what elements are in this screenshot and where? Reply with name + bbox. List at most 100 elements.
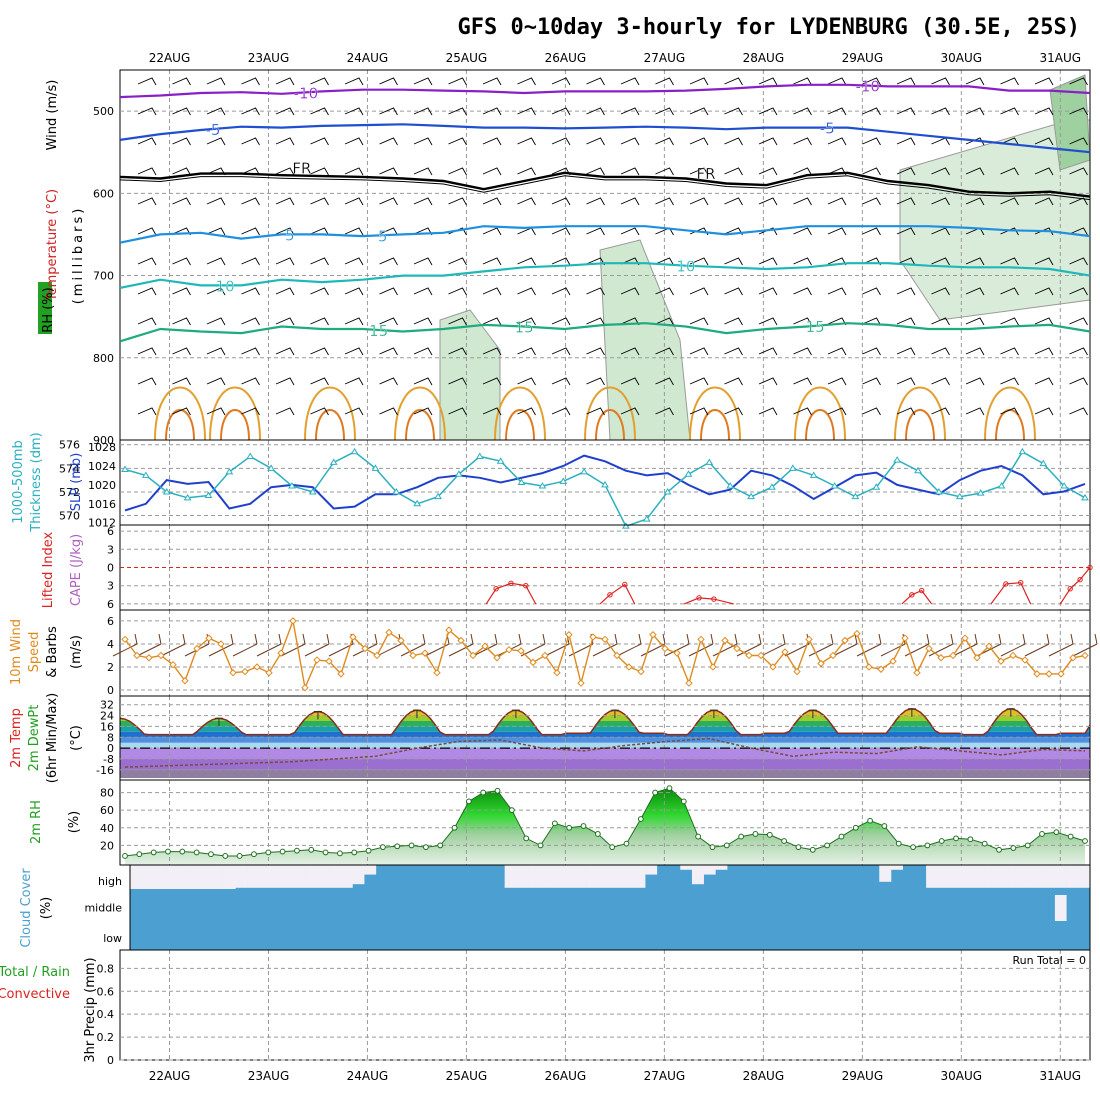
rh-point xyxy=(895,840,902,847)
wind-barb xyxy=(862,197,881,206)
rh-point xyxy=(480,789,487,796)
wind-barb xyxy=(517,347,536,356)
wind10-barb xyxy=(952,633,978,657)
wind-barb xyxy=(758,347,778,356)
wind-barb xyxy=(724,287,743,296)
wind10-point xyxy=(553,669,561,677)
rh-point xyxy=(494,787,501,794)
wind-barb xyxy=(482,167,502,176)
temperature-contour-20 xyxy=(584,386,636,441)
pressure-tick-label: 600 xyxy=(93,187,114,200)
thickness-point xyxy=(1060,482,1069,489)
wind-barb xyxy=(655,137,674,146)
thickness-point xyxy=(183,493,192,501)
wind10-barb xyxy=(304,633,330,657)
cloud-high-gap xyxy=(563,865,576,888)
wind-barb xyxy=(965,137,985,146)
wind-barb xyxy=(1000,107,1019,116)
rh-point xyxy=(236,853,243,859)
cloud-high-gap xyxy=(996,865,1009,888)
wind-barb xyxy=(1034,287,1054,296)
top-date-label: 25AUG xyxy=(446,51,488,65)
lifted-tick-label: 0 xyxy=(107,562,114,575)
wind-barb xyxy=(172,107,191,116)
wind-barb xyxy=(310,137,329,146)
upper-millibars-label: (millibars) xyxy=(71,206,86,305)
wind-barb xyxy=(379,377,398,386)
lifted-index-point xyxy=(696,595,702,601)
temperature-contour-25 xyxy=(995,409,1025,441)
wind-barb xyxy=(379,227,398,236)
wind-barb xyxy=(1069,227,1088,236)
wind-barb xyxy=(965,317,985,326)
wind10-point xyxy=(517,647,525,655)
lifted-index-point xyxy=(919,587,925,594)
wind10-barb xyxy=(280,633,306,657)
isotherm-label: 10 xyxy=(676,258,695,276)
wind-barb xyxy=(896,167,916,176)
cloud-high-gap xyxy=(235,865,248,888)
top-date-label: 22AUG xyxy=(149,51,191,65)
wind-barb xyxy=(689,77,709,86)
wind10-point xyxy=(781,648,789,656)
wind-barb xyxy=(931,257,950,266)
wind10-label-2: Speed xyxy=(27,632,42,673)
temperature-contour-25 xyxy=(315,409,345,441)
cloud-high-gap xyxy=(937,865,950,888)
wind-barb xyxy=(620,137,640,146)
wind-barb xyxy=(310,197,329,206)
wind10-point xyxy=(301,683,309,692)
cloud-high-gap xyxy=(340,865,353,888)
thickness-point xyxy=(455,470,463,477)
wind-barb xyxy=(620,77,640,86)
wind-barb xyxy=(586,407,605,416)
wind-barb xyxy=(206,317,226,326)
wind-barb xyxy=(517,137,536,146)
wind-barb xyxy=(137,377,157,386)
wind-barb xyxy=(517,287,536,296)
wind-barb xyxy=(517,107,536,116)
lifted-tick-label: 3 xyxy=(107,543,114,556)
wind-barb xyxy=(137,197,157,206)
wind-barb xyxy=(344,197,364,206)
wind-barb xyxy=(1000,347,1019,356)
wind-barb xyxy=(517,227,536,236)
wind-barb xyxy=(965,347,985,356)
wind-barb xyxy=(827,137,847,146)
cloud-high-gap xyxy=(176,865,189,889)
wind10-point xyxy=(217,640,225,648)
isotherm-label: FR xyxy=(292,160,311,178)
wind-barb xyxy=(344,107,364,116)
wind-tick-label: 6 xyxy=(107,615,114,628)
wind-barb xyxy=(137,407,157,416)
wind10-point xyxy=(121,635,129,644)
wind-barb xyxy=(482,77,502,86)
wind-barb xyxy=(793,407,812,416)
isotherm-label: 5 xyxy=(378,227,388,245)
wind10-point xyxy=(385,628,393,637)
isotherm-label: -5 xyxy=(820,120,835,138)
wind-barb xyxy=(758,377,778,386)
wind-barb xyxy=(413,257,433,266)
wind10-point xyxy=(637,667,645,676)
cloud-high-gap xyxy=(680,865,693,870)
cloud-high-gap xyxy=(1031,865,1044,888)
wind-barb xyxy=(482,227,502,236)
wind-barb xyxy=(827,107,847,116)
lifted-cape-panel: 6 3 0 3 6 xyxy=(107,524,1093,611)
wind-barb xyxy=(689,377,709,386)
wind-barb xyxy=(586,347,605,356)
wind-barb xyxy=(793,167,812,176)
wind10-barb xyxy=(808,633,834,657)
cloud-high-gap xyxy=(1054,865,1067,888)
pressure-tick-label: 800 xyxy=(93,352,114,365)
rh-point xyxy=(652,789,659,796)
wind-barb xyxy=(137,347,157,356)
temp-band xyxy=(120,715,1090,721)
wind-barb xyxy=(965,107,985,116)
wind-barb xyxy=(827,227,847,236)
wind-barb xyxy=(862,77,881,86)
rh-point xyxy=(322,849,329,856)
temp-band xyxy=(120,748,1090,759)
precip-panel: 0 0.2 0.4 0.6 0.8 xyxy=(97,949,1091,1067)
